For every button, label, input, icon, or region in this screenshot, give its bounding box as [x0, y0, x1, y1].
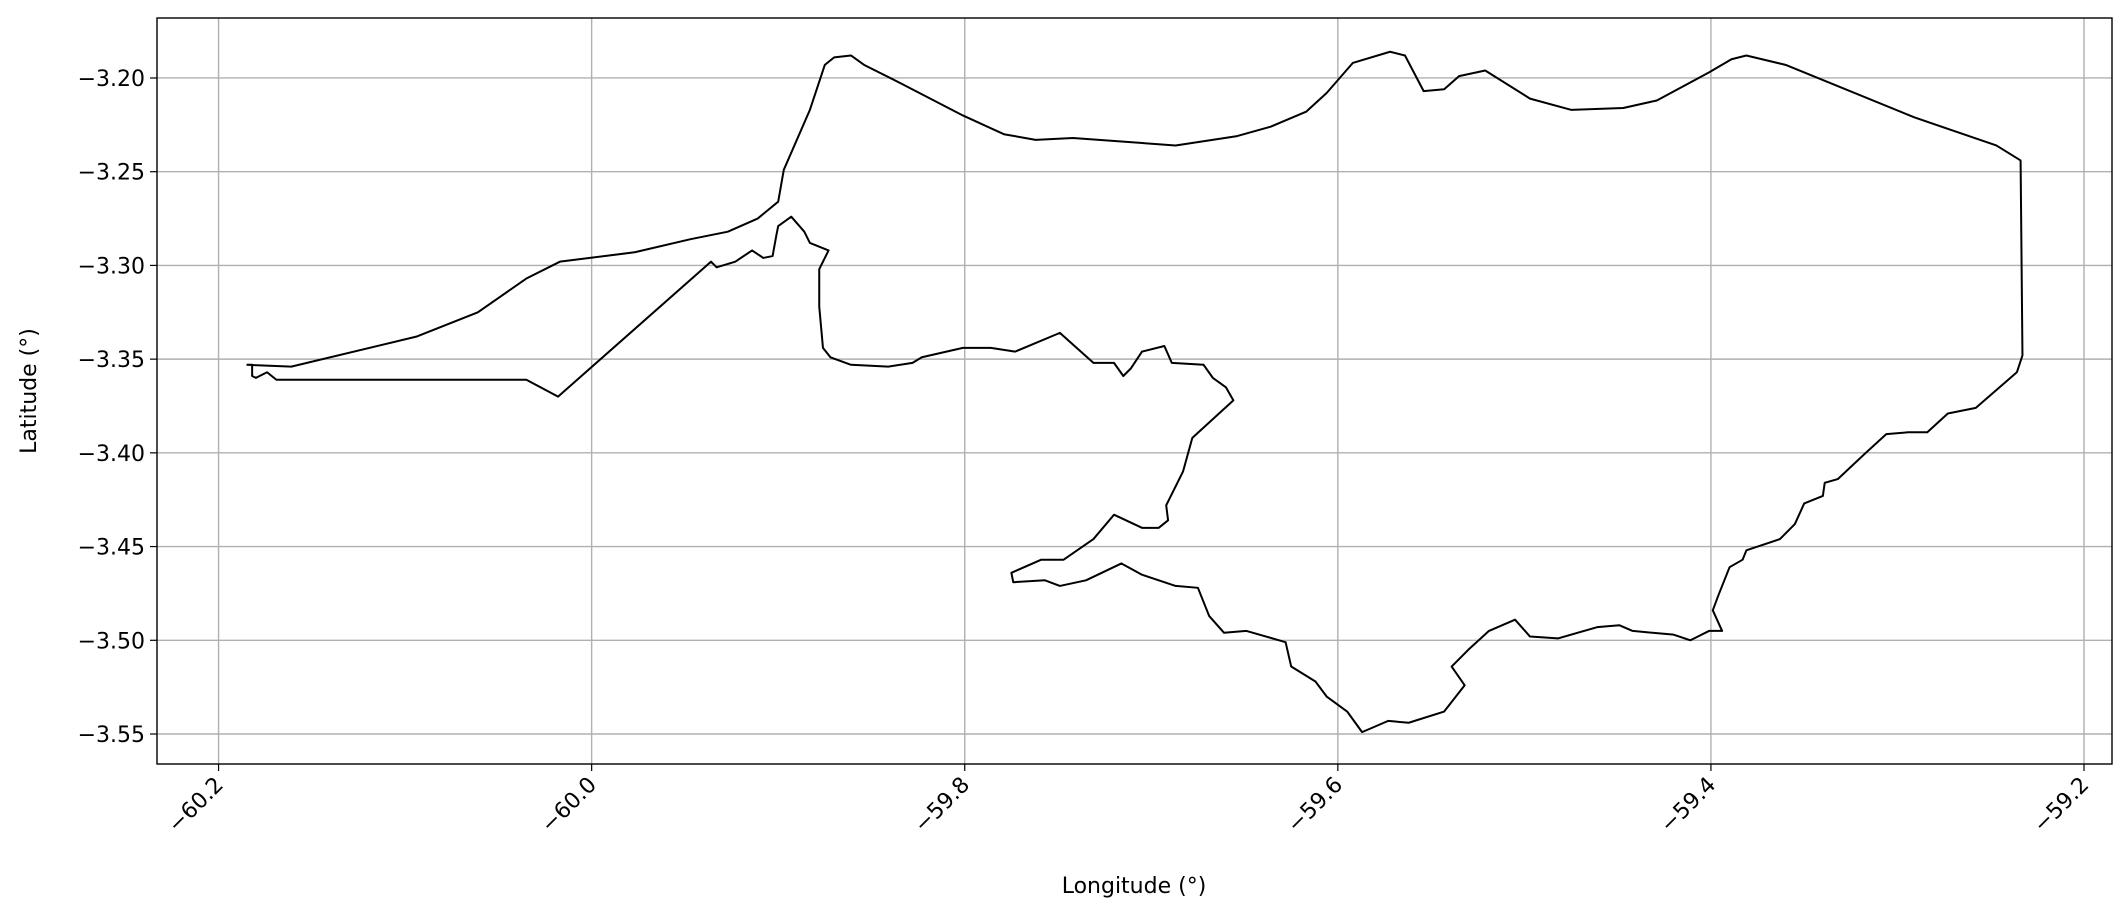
y-tick-label: −3.50 [78, 629, 145, 654]
y-axis-label: Latitude (°) [17, 328, 42, 454]
y-tick-label: −3.55 [78, 723, 145, 748]
x-tick-label: −59.4 [1656, 773, 1721, 838]
x-axis-label: Longitude (°) [1062, 874, 1207, 899]
y-tick-label: −3.20 [78, 67, 145, 92]
y-tick-label: −3.35 [78, 348, 145, 373]
x-tick-label: −60.0 [537, 773, 602, 838]
y-tick-label: −3.45 [78, 536, 145, 561]
x-tick-label: −59.6 [1283, 773, 1348, 838]
y-tick-label: −3.40 [78, 442, 145, 467]
outline [246, 50, 2024, 734]
x-tick-label: −60.2 [163, 773, 228, 838]
x-tick-label: −59.2 [2029, 773, 2094, 838]
y-tick-label: −3.30 [78, 254, 145, 279]
x-tick-label: −59.8 [910, 773, 975, 838]
y-tick-label: −3.25 [78, 161, 145, 186]
plot-frame [156, 17, 2113, 765]
